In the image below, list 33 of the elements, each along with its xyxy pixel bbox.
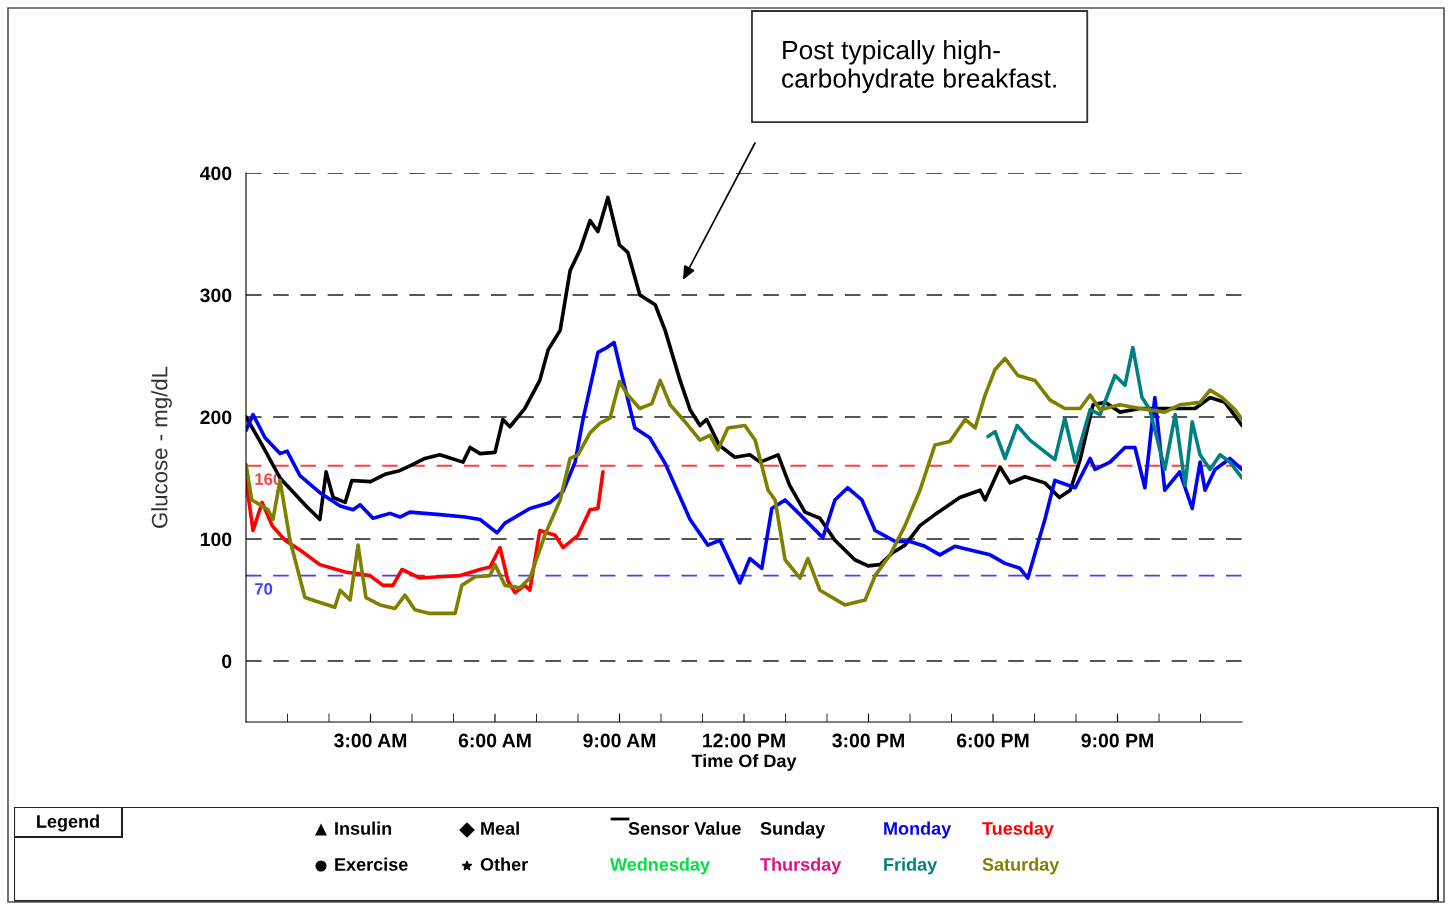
legend-label: Wednesday [610, 857, 710, 875]
x-tick-label: 6:00 PM [956, 733, 1029, 748]
y-axis-title: Glucose - mg/dL [151, 366, 172, 528]
y-tick-label: 0 [222, 654, 232, 669]
line-series [246, 356, 1242, 616]
ref-line-label: 70 [255, 582, 273, 595]
legend-label: Other [480, 857, 528, 871]
legend-label: Sensor Value [628, 821, 741, 835]
line-series [246, 340, 1242, 585]
y-tick-label: 100 [200, 532, 232, 547]
legend-label: Meal [481, 821, 519, 835]
text: Saturday [982, 857, 1060, 875]
text: Monday [884, 821, 952, 839]
x-tick-label: 3:00 PM [832, 733, 904, 748]
text: Post typically high- carbohydrate breakfast. [782, 40, 1056, 94]
x-tick-label: 9:00 PM [1081, 733, 1153, 748]
legend-label: Thursday [760, 857, 842, 875]
legend-label: Exercise [335, 857, 408, 871]
y-tick-label: 300 [200, 288, 232, 303]
x-tick-label: 12:00 PM [703, 733, 785, 748]
x-tick-label: 9:00 AM [583, 733, 656, 748]
x-tick-label: 6:00 AM [458, 733, 531, 748]
text: Sunday [760, 821, 826, 839]
x-tick-label: 3:00 AM [334, 733, 407, 748]
legend-label: Insulin [335, 821, 392, 835]
text: Friday [884, 857, 938, 875]
line-series [986, 345, 1242, 488]
text: Tuesday [982, 821, 1054, 839]
y-tick-label: 200 [200, 410, 232, 425]
line-series [246, 470, 605, 595]
x-axis-title: Time Of Day [691, 754, 797, 771]
y-tick-label: 400 [199, 166, 232, 181]
legend-title: Legend [37, 814, 99, 832]
